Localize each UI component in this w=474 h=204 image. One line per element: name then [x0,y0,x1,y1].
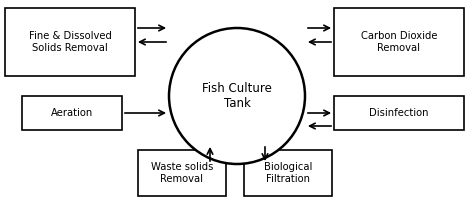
Text: Waste solids
Removal: Waste solids Removal [151,162,213,184]
FancyBboxPatch shape [138,150,226,196]
Text: Fine & Dissolved
Solids Removal: Fine & Dissolved Solids Removal [28,31,111,53]
FancyBboxPatch shape [334,8,464,76]
FancyBboxPatch shape [334,96,464,130]
Text: Biological
Filtration: Biological Filtration [264,162,312,184]
Text: Carbon Dioxide
Removal: Carbon Dioxide Removal [361,31,437,53]
Text: Disinfection: Disinfection [369,108,429,118]
Ellipse shape [169,28,305,164]
FancyBboxPatch shape [244,150,332,196]
Text: Aeration: Aeration [51,108,93,118]
FancyBboxPatch shape [5,8,135,76]
FancyBboxPatch shape [22,96,122,130]
Text: Fish Culture
Tank: Fish Culture Tank [202,82,272,110]
